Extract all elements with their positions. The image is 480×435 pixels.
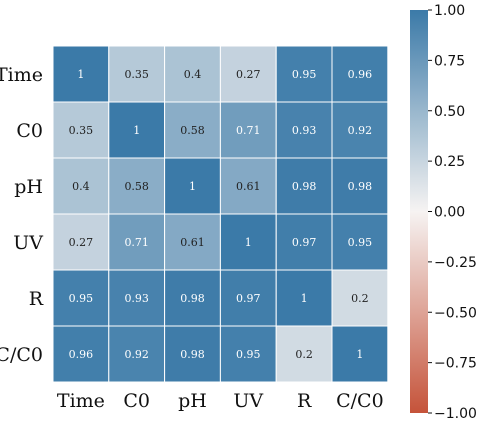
cell-value-label: 1 (133, 124, 140, 137)
heatmap-cell (108, 213, 166, 271)
cell-value-label: 0.93 (124, 292, 149, 305)
heatmap-cell (219, 101, 277, 159)
cell-value-label: 0.96 (69, 348, 94, 361)
heatmap-cell (219, 269, 277, 327)
column-labels: Time C0 pH UV R C/C0 (57, 390, 384, 412)
cell-value-label: 0.97 (236, 292, 261, 305)
row-label: UV (13, 232, 43, 254)
cell-value-label: 0.95 (292, 68, 317, 81)
heatmap-cell (331, 269, 389, 327)
cell-value-label: 0.92 (124, 348, 149, 361)
row-labels: Time C0 pH UV R C/C0 (0, 64, 44, 366)
colorbar-tick-label: −0.75 (434, 356, 477, 372)
colorbar-tick-label: −0.25 (434, 255, 477, 271)
cell-value-label: 0.61 (180, 236, 205, 249)
heatmap-cell (331, 213, 389, 271)
cell-value-label: 0.27 (69, 236, 94, 249)
cell-value-label: 0.35 (69, 124, 94, 137)
heatmap-cell (275, 269, 333, 327)
cell-value-label: 0.97 (292, 236, 317, 249)
heatmap-cell (331, 101, 389, 159)
cell-value-label: 0.96 (348, 68, 373, 81)
column-label: Time (57, 390, 105, 412)
heatmap-cell (52, 45, 110, 103)
cell-value-label: 0.95 (69, 292, 94, 305)
cell-value-label: 0.2 (295, 348, 313, 361)
cell-value-label: 0.71 (124, 236, 149, 249)
cell-value-label: 0.92 (348, 124, 373, 137)
colorbar-tick-label: 1.00 (434, 3, 465, 19)
cell-value-label: 0.98 (180, 348, 205, 361)
column-label: R (297, 390, 312, 412)
cell-value-label: 0.95 (236, 348, 261, 361)
colorbar: 1.00 0.75 0.50 0.25 0.00 −0.25 −0.50 −0.75 −1.00 (410, 3, 477, 422)
cell-value-label: 0.58 (180, 124, 205, 137)
row-label: C/C0 (0, 344, 43, 366)
heatmap-cell (52, 213, 110, 271)
heatmap-cell (219, 213, 277, 271)
heatmap-cell (275, 157, 333, 215)
heatmap-cell (331, 325, 389, 383)
colorbar-tick-label: −0.50 (434, 305, 477, 321)
heatmap-cell (108, 157, 166, 215)
cell-value-label: 0.98 (348, 180, 373, 193)
heatmap-cell (108, 45, 166, 103)
column-label: UV (233, 390, 263, 412)
heatmap-cell (275, 213, 333, 271)
colorbar-bar (410, 10, 428, 413)
heatmap-cell (219, 157, 277, 215)
column-label: pH (178, 390, 207, 412)
heatmap-cell (164, 213, 221, 271)
row-label: pH (14, 176, 43, 198)
colorbar-tick-label: 0.50 (434, 104, 465, 120)
cell-value-label: 0.58 (124, 180, 149, 193)
cell-value-label: 0.93 (292, 124, 317, 137)
cell-value-label: 0.2 (351, 292, 369, 305)
heatmap-cell (164, 269, 221, 327)
cell-value-label: 0.61 (236, 180, 261, 193)
row-label: C0 (16, 120, 43, 142)
heatmap-cell (108, 101, 166, 159)
cell-value-label: 0.4 (184, 68, 202, 81)
cell-value-label: 0.71 (236, 124, 261, 137)
cell-value-label: 1 (356, 348, 363, 361)
heatmap-cell (52, 325, 110, 383)
colorbar-tick-label: 0.00 (434, 205, 465, 221)
colorbar-tick-label: −1.00 (434, 406, 477, 422)
cell-value-label: 0.4 (72, 180, 90, 193)
row-label: R (29, 288, 44, 310)
cell-value-label: 1 (245, 236, 252, 249)
column-label: C0 (123, 390, 150, 412)
cell-value-label: 1 (77, 68, 84, 81)
row-label: Time (0, 64, 43, 86)
cell-value-label: 0.98 (180, 292, 205, 305)
column-label: C/C0 (336, 390, 384, 412)
heatmap-cell (331, 157, 389, 215)
heatmap-cell (275, 325, 333, 383)
colorbar-tick-label: 0.25 (434, 154, 465, 170)
cell-value-label: 0.27 (236, 68, 261, 81)
cell-value-label: 1 (189, 180, 196, 193)
cell-value-label: 0.98 (292, 180, 317, 193)
cell-value-label: 0.35 (124, 68, 149, 81)
cell-value-label: 1 (301, 292, 308, 305)
heatmap-cell (164, 45, 221, 103)
heatmap-cell (52, 269, 110, 327)
heatmap-cell (219, 325, 277, 383)
heatmap-cell (331, 45, 389, 103)
colorbar-tick-label: 0.75 (434, 53, 465, 69)
heatmap-cells: 1 0.35 0.4 0.27 0.95 0.96 0.35 1 0.58 0.71 0.93 0.9… (52, 45, 389, 383)
cell-value-label: 0.95 (348, 236, 373, 249)
